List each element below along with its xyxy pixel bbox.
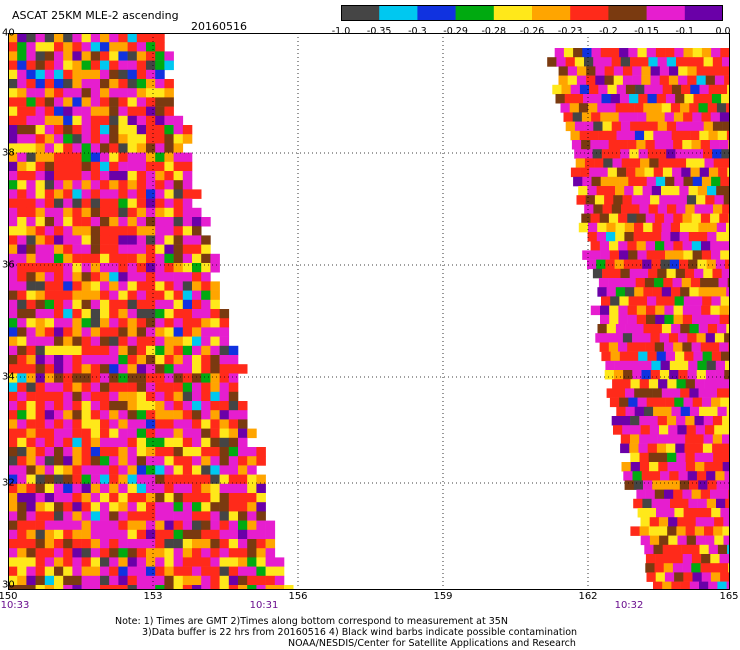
map-date: 20160516 (191, 20, 247, 33)
colorbar-label: 0.0 (715, 26, 731, 37)
colorbar-label: -0.26 (519, 26, 545, 37)
map-frame (8, 33, 730, 590)
lat-tick-label: 40 (2, 27, 15, 39)
colorbar-label: -0.2 (599, 26, 618, 37)
lat-tick-label: 32 (2, 477, 15, 489)
colorbar-swatch (532, 5, 571, 21)
colorbar-label: -0.15 (634, 26, 659, 37)
swath-time-label: 10:31 (249, 600, 279, 611)
note-line-2: 3)Data buffer is 22 hrs from 20160516 4)… (142, 627, 578, 638)
swath-time-label: 10:33 (0, 600, 30, 611)
lat-tick-label: 30 (2, 579, 15, 591)
colorbar-swatch (684, 5, 723, 21)
colorbar-swatch (646, 5, 686, 21)
map-title: ASCAT 25KM MLE-2 ascending (12, 9, 179, 22)
colorbar (341, 5, 723, 21)
colorbar-label: -0.29 (443, 26, 468, 37)
colorbar-label: -0.28 (481, 26, 507, 37)
note-line-1: Note: 1) Times are GMT 2)Times along bot… (115, 616, 508, 627)
swath-map (8, 33, 730, 590)
lon-tick-label: 162 (578, 591, 598, 602)
colorbar-swatch (417, 5, 457, 21)
lat-tick-label: 34 (2, 371, 15, 383)
lon-tick-label: 150 (0, 591, 18, 602)
colorbar-swatch (379, 5, 418, 21)
lon-tick-label: 156 (288, 591, 308, 602)
colorbar-label: -0.3 (408, 26, 427, 37)
colorbar-label: -0.35 (366, 26, 392, 37)
colorbar-label: -0.1 (675, 26, 695, 37)
colorbar-swatch (570, 5, 609, 21)
swath-time-label: 10:32 (614, 600, 644, 611)
note-line-3: NOAA/NESDIS/Center for Satellite Applica… (288, 638, 576, 649)
lat-tick-label: 38 (2, 147, 15, 159)
lon-tick-label: 159 (433, 591, 453, 602)
lat-tick-label: 36 (2, 259, 15, 271)
colorbar-swatch (493, 5, 533, 21)
colorbar-swatch (608, 5, 648, 21)
colorbar-swatch (455, 5, 495, 21)
colorbar-swatch (341, 5, 380, 21)
colorbar-label: -1.0 (331, 26, 351, 37)
lon-tick-label: 165 (719, 591, 739, 602)
colorbar-label: -0.23 (557, 26, 583, 37)
lon-tick-label: 153 (143, 591, 163, 602)
